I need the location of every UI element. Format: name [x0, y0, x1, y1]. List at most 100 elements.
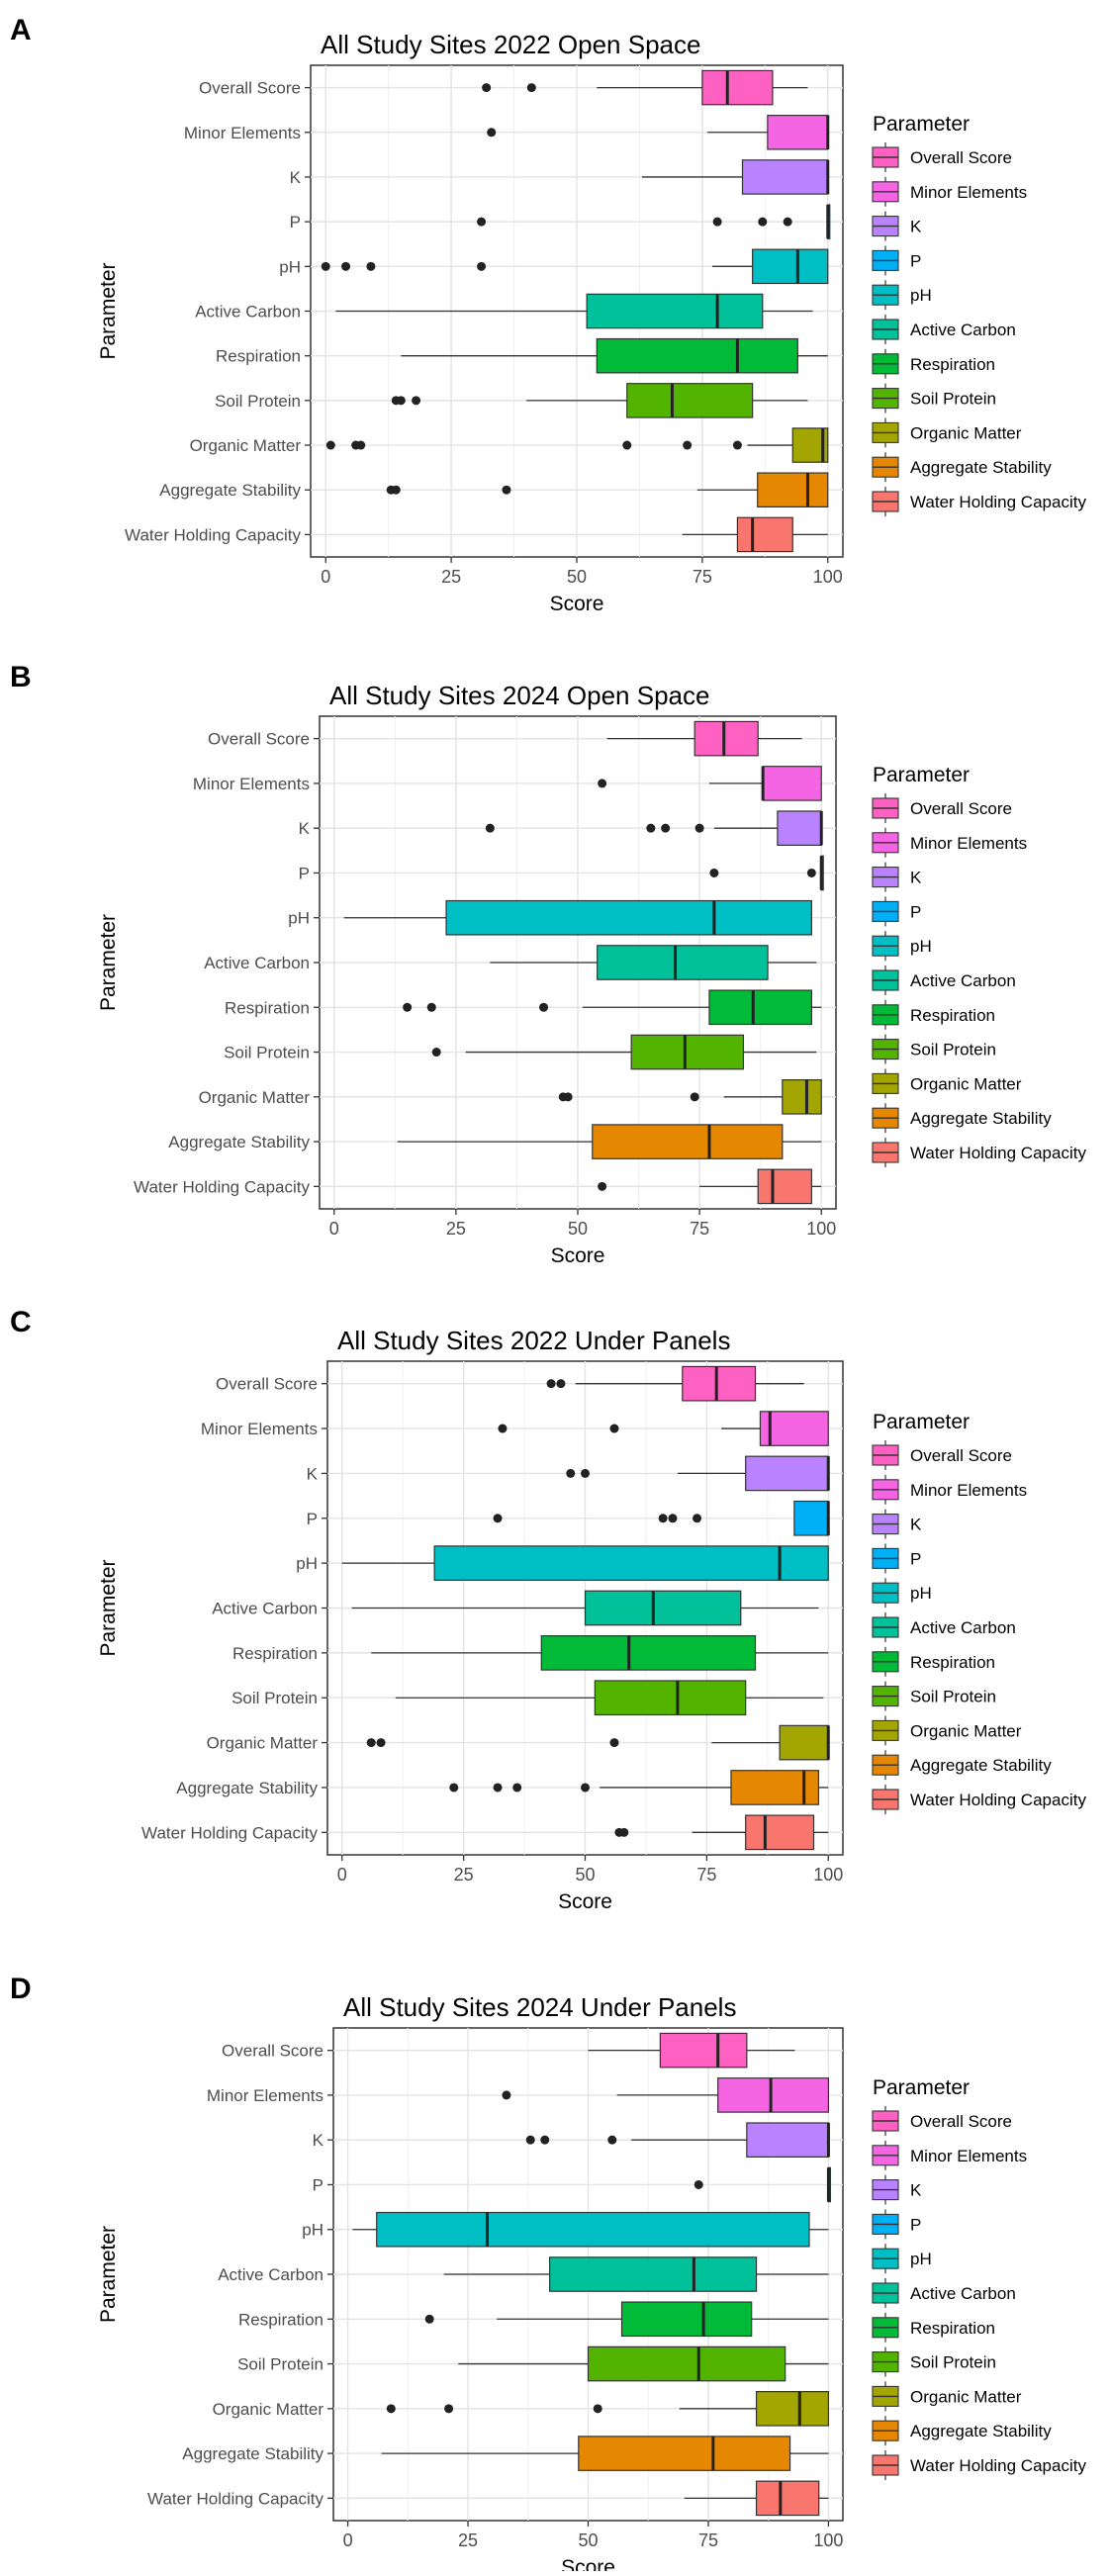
box-overall-score: Overall Score: [199, 69, 808, 106]
y-axis-title: Parameter: [97, 2226, 120, 2323]
outlier-point: [325, 440, 335, 450]
x-tick-label: 0: [329, 1219, 339, 1239]
y-tick-label: Minor Elements: [201, 1420, 318, 1438]
outlier-point: [512, 1783, 522, 1793]
outlier-point: [493, 1783, 503, 1793]
box-iqr: [578, 2436, 791, 2471]
box-p: P: [313, 2166, 832, 2203]
outlier-point: [661, 823, 671, 833]
outlier-point: [622, 440, 632, 450]
box-aggregate-stability: Aggregate Stability: [182, 2436, 829, 2471]
outlier-point: [593, 2404, 602, 2414]
box-iqr: [762, 766, 822, 801]
panel-label: C: [10, 1306, 32, 1338]
x-tick-label: 25: [446, 1219, 466, 1239]
legend-label: Respiration: [910, 1006, 995, 1025]
outlier-point: [607, 2135, 617, 2145]
legend-label: Aggregate Stability: [910, 2422, 1052, 2440]
y-tick-label: pH: [288, 909, 310, 928]
chart-title: All Study Sites 2024 Open Space: [329, 681, 709, 710]
outlier-point: [694, 823, 704, 833]
outlier-point: [498, 1424, 508, 1433]
legend-item-soil-protein: Soil Protein: [872, 2346, 996, 2377]
x-tick-label: 0: [337, 1865, 347, 1885]
box-minor-elements: Minor Elements: [207, 2077, 830, 2113]
legend-item-ph: pH: [872, 280, 932, 311]
box-iqr: [620, 2301, 753, 2338]
legend-label: P: [910, 251, 921, 270]
legend-label: P: [910, 902, 921, 921]
legend-item-minor-elements: Minor Elements: [872, 2140, 1027, 2170]
y-tick-label: Organic Matter: [190, 436, 302, 455]
box-iqr: [701, 69, 774, 106]
outlier-point: [581, 1783, 590, 1793]
box-iqr: [757, 1168, 812, 1205]
legend-item-respiration: Respiration: [872, 999, 995, 1030]
box-iqr: [584, 1590, 742, 1626]
x-tick-label: 0: [321, 567, 330, 587]
legend-label: K: [910, 1516, 922, 1534]
y-tick-label: Soil Protein: [237, 2355, 324, 2374]
legend-label: K: [910, 218, 922, 236]
y-tick-label: Respiration: [232, 1644, 318, 1663]
box-iqr: [592, 1124, 784, 1159]
outlier-point: [546, 1379, 556, 1389]
box-iqr: [540, 1635, 757, 1671]
x-tick-label: 75: [696, 1865, 716, 1885]
legend-item-overall-score: Overall Score: [872, 142, 1012, 172]
legend-item-soil-protein: Soil Protein: [872, 1681, 996, 1711]
y-tick-label: Organic Matter: [207, 1734, 319, 1753]
box-organic-matter: Organic Matter: [199, 1079, 822, 1115]
legend-item-organic-matter: Organic Matter: [872, 417, 1022, 448]
legend-item-respiration: Respiration: [872, 2312, 995, 2343]
box-organic-matter: Organic Matter: [207, 1724, 830, 1761]
y-tick-label: Overall Score: [222, 2042, 324, 2061]
box-iqr: [779, 1724, 829, 1761]
panel-a: A All Study Sites 2022 Open Space 0 25 50 75 1…: [10, 14, 1086, 615]
legend-item-k: K: [872, 2174, 922, 2205]
outlier-point: [609, 1738, 619, 1748]
outlier-point: [431, 1048, 441, 1058]
legend-item-ph: pH: [872, 931, 932, 962]
box-water-holding-capacity: Water Holding Capacity: [147, 2480, 829, 2517]
outlier-point: [690, 1092, 699, 1102]
legend-label: Active Carbon: [910, 321, 1016, 339]
y-tick-label: pH: [296, 1554, 318, 1573]
y-tick-label: Overall Score: [199, 79, 301, 98]
y-tick-label: Organic Matter: [199, 1088, 311, 1107]
y-tick-label: Soil Protein: [224, 1044, 310, 1062]
box-iqr: [694, 720, 759, 757]
legend-item-minor-elements: Minor Elements: [872, 1474, 1027, 1505]
box-iqr: [708, 989, 812, 1026]
legend-label: Organic Matter: [910, 423, 1022, 442]
outlier-point: [598, 779, 607, 788]
outlier-point: [566, 1468, 576, 1478]
panel-b: B All Study Sites 2024 Open Space 0 25 50 75 1…: [10, 661, 1086, 1267]
y-tick-label: Overall Score: [208, 730, 310, 749]
outlier-point: [646, 823, 656, 833]
outlier-point: [366, 261, 376, 271]
box-iqr: [587, 2346, 786, 2382]
outlier-point: [341, 261, 351, 271]
legend-label: Soil Protein: [910, 2353, 996, 2372]
x-tick-label: 100: [813, 1865, 843, 1885]
box-p: P: [299, 855, 824, 891]
legend-label: Active Carbon: [910, 971, 1016, 990]
box-respiration: Respiration: [238, 2301, 829, 2338]
outlier-point: [732, 440, 742, 450]
legend-label: Water Holding Capacity: [910, 1791, 1086, 1809]
legend-item-p: P: [872, 245, 921, 276]
outlier-point: [391, 485, 401, 495]
chart-title: All Study Sites 2024 Under Panels: [343, 1992, 736, 2022]
panel-label: B: [10, 661, 32, 693]
outlier-point: [609, 1424, 619, 1433]
outlier-point: [449, 1783, 459, 1793]
x-tick-label: 50: [567, 567, 587, 587]
legend-item-active-carbon: Active Carbon: [872, 966, 1016, 995]
x-tick-label: 75: [690, 1219, 709, 1239]
box-iqr: [736, 516, 793, 553]
box-iqr: [759, 1411, 829, 1446]
box-iqr: [596, 337, 798, 374]
box-p: P: [290, 204, 831, 239]
outlier-point: [366, 1738, 376, 1748]
